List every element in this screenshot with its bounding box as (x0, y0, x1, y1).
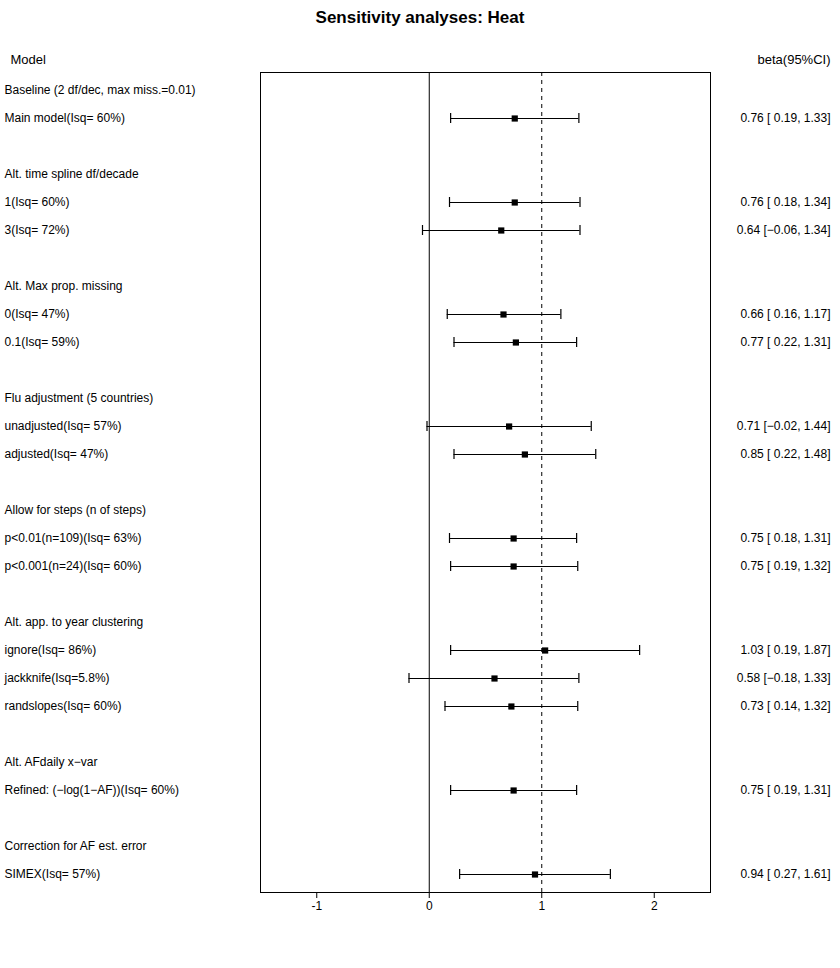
svg-text:Alt. time spline df/decade: Alt. time spline df/decade (5, 167, 139, 181)
svg-text:0(Isq= 47%): 0(Isq= 47%) (5, 307, 70, 321)
svg-text:Baseline (2 df/dec, max miss.=: Baseline (2 df/dec, max miss.=0.01) (5, 83, 196, 97)
svg-text:0: 0 (426, 899, 433, 913)
svg-text:0.76 [ 0.19, 1.33]: 0.76 [ 0.19, 1.33] (740, 111, 830, 125)
svg-text:1: 1 (538, 899, 545, 913)
svg-text:SIMEX(Isq= 57%): SIMEX(Isq= 57%) (5, 867, 101, 881)
svg-text:0.64 [−0.06, 1.34]: 0.64 [−0.06, 1.34] (737, 223, 831, 237)
svg-text:0.66 [ 0.16, 1.17]: 0.66 [ 0.16, 1.17] (740, 307, 830, 321)
svg-text:unadjusted(Isq= 57%): unadjusted(Isq= 57%) (5, 419, 122, 433)
svg-text:0.75 [ 0.19, 1.31]: 0.75 [ 0.19, 1.31] (740, 783, 830, 797)
svg-text:0.58 [−0.18, 1.33]: 0.58 [−0.18, 1.33] (737, 671, 831, 685)
svg-text:2: 2 (651, 899, 658, 913)
svg-text:0.77 [ 0.22, 1.31]: 0.77 [ 0.22, 1.31] (740, 335, 830, 349)
svg-text:0.1(Isq= 59%): 0.1(Isq= 59%) (5, 335, 80, 349)
svg-text:Flu adjustment (5 countries): Flu adjustment (5 countries) (5, 391, 154, 405)
svg-text:adjusted(Isq= 47%): adjusted(Isq= 47%) (5, 447, 109, 461)
svg-text:0.71 [−0.02, 1.44]: 0.71 [−0.02, 1.44] (737, 419, 831, 433)
svg-text:jackknife(Isq=5.8%): jackknife(Isq=5.8%) (4, 671, 110, 685)
svg-text:3(Isq= 72%): 3(Isq= 72%) (5, 223, 70, 237)
svg-text:Alt. app. to year clustering: Alt. app. to year clustering (5, 615, 144, 629)
svg-text:Refined: (−log(1−AF))(Isq= 60%: Refined: (−log(1−AF))(Isq= 60%) (5, 783, 179, 797)
svg-text:0.73 [ 0.14, 1.32]: 0.73 [ 0.14, 1.32] (740, 699, 830, 713)
svg-text:beta(95%CI): beta(95%CI) (758, 52, 831, 67)
svg-text:-1: -1 (311, 899, 322, 913)
svg-text:Alt. AFdaily x−var: Alt. AFdaily x−var (5, 755, 98, 769)
svg-text:ignore(Isq= 86%): ignore(Isq= 86%) (5, 643, 97, 657)
svg-text:0.75 [ 0.18, 1.31]: 0.75 [ 0.18, 1.31] (740, 531, 830, 545)
svg-text:0.85 [ 0.22, 1.48]: 0.85 [ 0.22, 1.48] (740, 447, 830, 461)
svg-text:Allow for steps (n of steps): Allow for steps (n of steps) (5, 503, 146, 517)
svg-text:1.03 [ 0.19, 1.87]: 1.03 [ 0.19, 1.87] (740, 643, 830, 657)
svg-text:randslopes(Isq= 60%): randslopes(Isq= 60%) (5, 699, 122, 713)
svg-text:p<0.01(n=109)(Isq= 63%): p<0.01(n=109)(Isq= 63%) (5, 531, 142, 545)
html-text:Sensitivity analyses: Heat: Sensitivity analyses: Heat (315, 8, 525, 27)
svg-text:0.75 [ 0.19, 1.32]: 0.75 [ 0.19, 1.32] (740, 559, 830, 573)
svg-text:Main model(Isq= 60%): Main model(Isq= 60%) (5, 111, 125, 125)
svg-text:Alt. Max prop. missing: Alt. Max prop. missing (5, 279, 123, 293)
svg-text:Model: Model (11, 52, 47, 67)
svg-text:0.76 [ 0.18, 1.34]: 0.76 [ 0.18, 1.34] (740, 195, 830, 209)
svg-text:0.94 [ 0.27, 1.61]: 0.94 [ 0.27, 1.61] (740, 867, 830, 881)
svg-text:p<0.001(n=24)(Isq= 60%): p<0.001(n=24)(Isq= 60%) (5, 559, 142, 573)
svg-text:1(Isq= 60%): 1(Isq= 60%) (5, 195, 70, 209)
svg-text:Correction for AF est. error: Correction for AF est. error (5, 839, 147, 853)
